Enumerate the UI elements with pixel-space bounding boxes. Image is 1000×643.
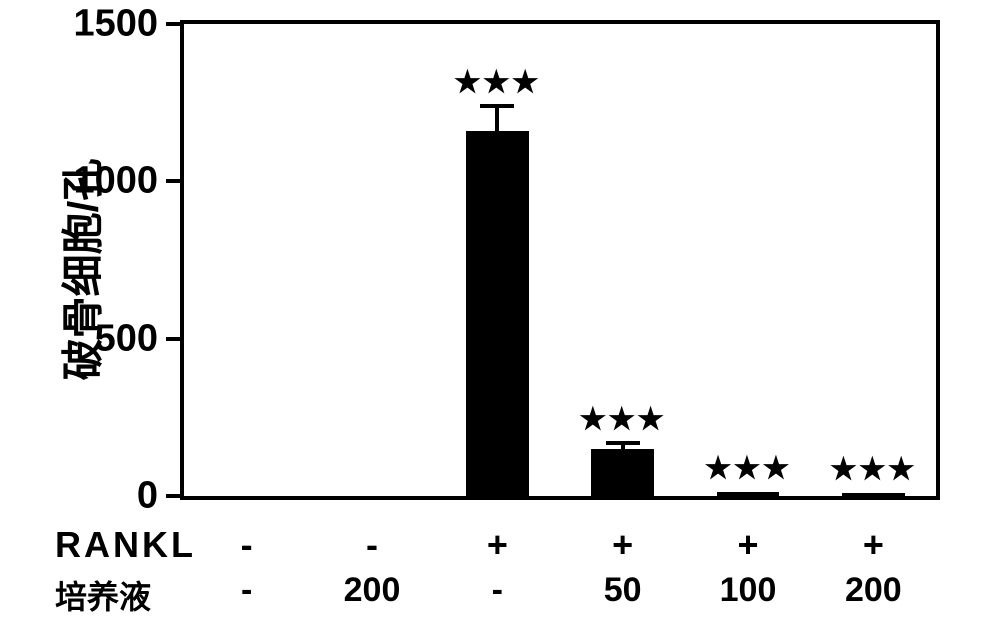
error-bar-cap (606, 441, 640, 445)
y-tick-mark (166, 494, 180, 498)
x-row-value: 100 (720, 571, 777, 610)
x-row-value: + (863, 524, 884, 566)
y-tick-label: 0 (0, 475, 158, 518)
significance-stars: ★★★ (830, 452, 917, 487)
x-row-value: + (737, 524, 758, 566)
bar (842, 493, 905, 496)
y-tick-mark (166, 179, 180, 183)
y-tick-label: 1000 (0, 160, 158, 203)
plot-area: ★★★ ★★★ ★★★ ★★★ (180, 20, 940, 500)
x-row-value: 200 (344, 571, 401, 610)
x-row-value: 200 (845, 571, 902, 610)
bar (591, 449, 654, 496)
significance-stars: ★★★ (454, 65, 541, 100)
x-row-value: + (487, 524, 508, 566)
x-row-value: 50 (604, 571, 642, 610)
x-row-value: - (241, 571, 252, 610)
y-tick-mark (166, 22, 180, 26)
x-row-value: - (492, 571, 503, 610)
x-row-label: 培养液 (55, 572, 151, 618)
chart-container: 破骨细胞/孔 ★★★★★★★★★★★★ 050010001500RANKL--+… (0, 0, 1000, 643)
bar (466, 131, 529, 496)
y-tick-label: 1500 (0, 3, 158, 46)
x-row-value: - (241, 524, 253, 566)
error-bar-cap (480, 104, 514, 108)
y-tick-label: 500 (0, 317, 158, 360)
x-row-label: RANKL (55, 524, 196, 566)
bar (717, 492, 780, 496)
y-tick-mark (166, 337, 180, 341)
x-row-value: - (366, 524, 378, 566)
x-row-value: + (612, 524, 633, 566)
significance-stars: ★★★ (705, 451, 792, 486)
significance-stars: ★★★ (579, 402, 666, 437)
error-bar (495, 106, 499, 131)
